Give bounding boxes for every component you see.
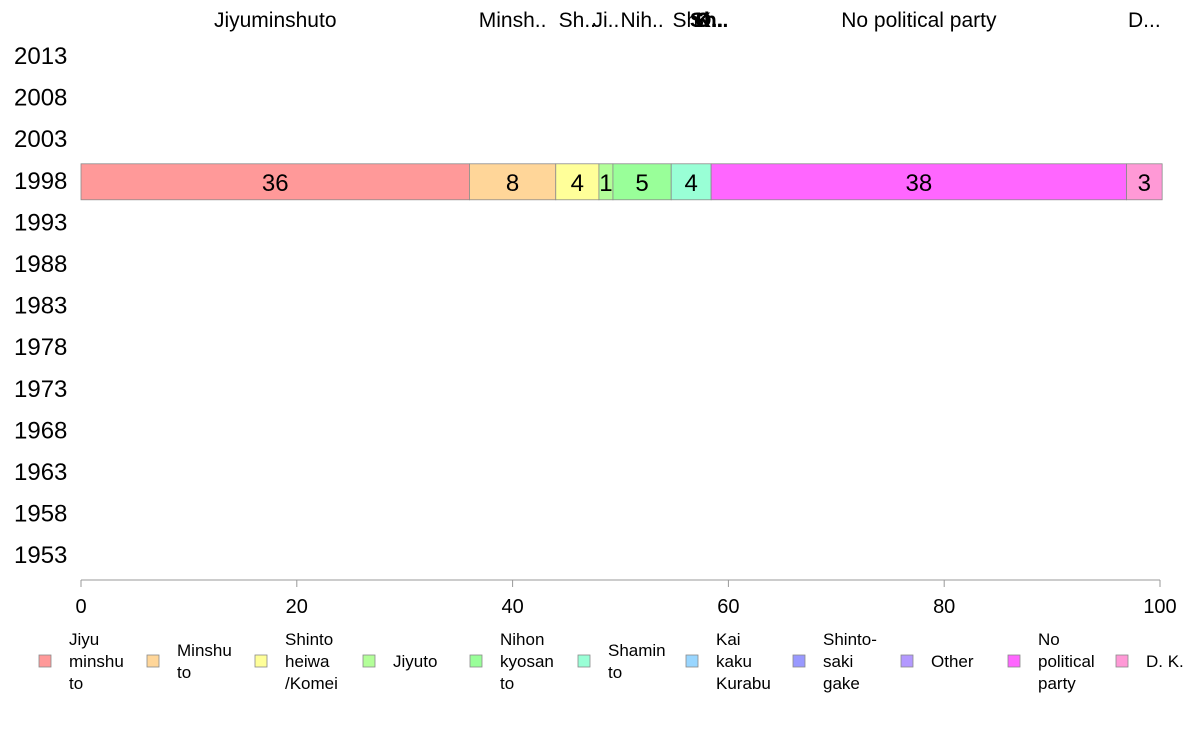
legend-label: Jiyuto	[393, 652, 437, 671]
series-top-label-overlap: Sh..	[690, 9, 729, 32]
legend-label: to	[608, 663, 622, 682]
series-top-label-overlap: K..	[696, 9, 723, 32]
legend-label: to	[500, 674, 514, 693]
legend-label: gake	[823, 674, 860, 693]
bar-value-label: 1	[599, 170, 612, 197]
y-tick-label: 1968	[14, 417, 67, 444]
bar-value-label: 5	[635, 170, 648, 197]
legend-label: to	[69, 674, 83, 693]
legend-label: Shamin	[608, 641, 666, 660]
legend-swatch	[685, 654, 699, 668]
legend-label: Kurabu	[716, 674, 771, 693]
bar-segment	[469, 163, 557, 201]
x-tick-label: 0	[75, 596, 86, 618]
legend-label: party	[1038, 674, 1076, 693]
bar-segment	[1126, 163, 1163, 201]
x-tick-label: 20	[286, 596, 308, 618]
legend-label: heiwa	[285, 652, 330, 671]
y-tick-label: 1983	[14, 293, 67, 320]
x-tick-label: 100	[1143, 596, 1176, 618]
bar-value-label: 4	[684, 170, 697, 197]
series-top-label-overlap: O..	[695, 9, 723, 32]
bar-segment	[555, 163, 600, 201]
series-top-label: Sh..	[559, 9, 596, 32]
bar-value-label: 38	[905, 170, 932, 197]
legend-swatch	[469, 654, 483, 668]
series-top-label: No political party	[841, 9, 997, 32]
legend-swatch	[1115, 654, 1129, 668]
legend-label: kyosan	[500, 652, 554, 671]
y-tick-label: 1998	[14, 168, 67, 195]
series-top-label: Jiyuminshuto	[214, 9, 337, 32]
legend-label: Shinto-	[823, 630, 877, 649]
y-tick-label: 1988	[14, 251, 67, 278]
y-tick-label: 1953	[14, 542, 67, 569]
legend-label: Kai	[716, 630, 741, 649]
legend-label: minshu	[69, 652, 124, 671]
legend-swatch	[146, 654, 160, 668]
y-tick-label: 1958	[14, 501, 67, 528]
series-top-label: Sh..	[672, 9, 709, 32]
y-tick-label: 2008	[14, 85, 67, 112]
bar-value-label: 8	[506, 170, 519, 197]
y-tick-label: 1978	[14, 334, 67, 361]
legend-label: Nihon	[500, 630, 544, 649]
bar-value-label: 3	[1138, 170, 1151, 197]
bar-segment	[612, 163, 672, 201]
legend-label: Minshu	[177, 641, 232, 660]
legend-label: political	[1038, 652, 1095, 671]
legend-swatch	[362, 654, 376, 668]
x-tick-label: 40	[501, 596, 523, 618]
legend-swatch	[1007, 654, 1021, 668]
x-tick-label: 80	[933, 596, 955, 618]
bar-segment	[670, 163, 712, 201]
legend-label: /Komei	[285, 674, 338, 693]
legend-label: to	[177, 663, 191, 682]
legend-label: Shinto	[285, 630, 333, 649]
series-top-label: Ji..	[593, 9, 620, 32]
legend-label: D. K.	[1146, 652, 1184, 671]
y-tick-label: 1973	[14, 376, 67, 403]
legend-swatch	[900, 654, 914, 668]
y-tick-label: 2003	[14, 126, 67, 153]
bar-segment	[80, 163, 470, 201]
bar-value-label: 36	[262, 170, 289, 197]
series-top-label: D...	[1128, 9, 1161, 32]
legend-label: saki	[823, 652, 853, 671]
legend-swatch	[254, 654, 268, 668]
y-tick-label: 1963	[14, 459, 67, 486]
legend-swatch	[38, 654, 52, 668]
legend-label: Jiyu	[69, 630, 99, 649]
x-tick-label: 60	[717, 596, 739, 618]
legend-swatch	[577, 654, 591, 668]
series-top-label: Minsh..	[479, 9, 547, 32]
legend-swatch	[792, 654, 806, 668]
y-tick-label: 2013	[14, 43, 67, 70]
bar-value-label: 4	[571, 170, 584, 197]
legend-label: Other	[931, 652, 974, 671]
series-top-label: Nih..	[620, 9, 663, 32]
legend-label: No	[1038, 630, 1060, 649]
bar-segment	[710, 163, 1127, 201]
y-tick-label: 1993	[14, 209, 67, 236]
legend-label: kaku	[716, 652, 752, 671]
